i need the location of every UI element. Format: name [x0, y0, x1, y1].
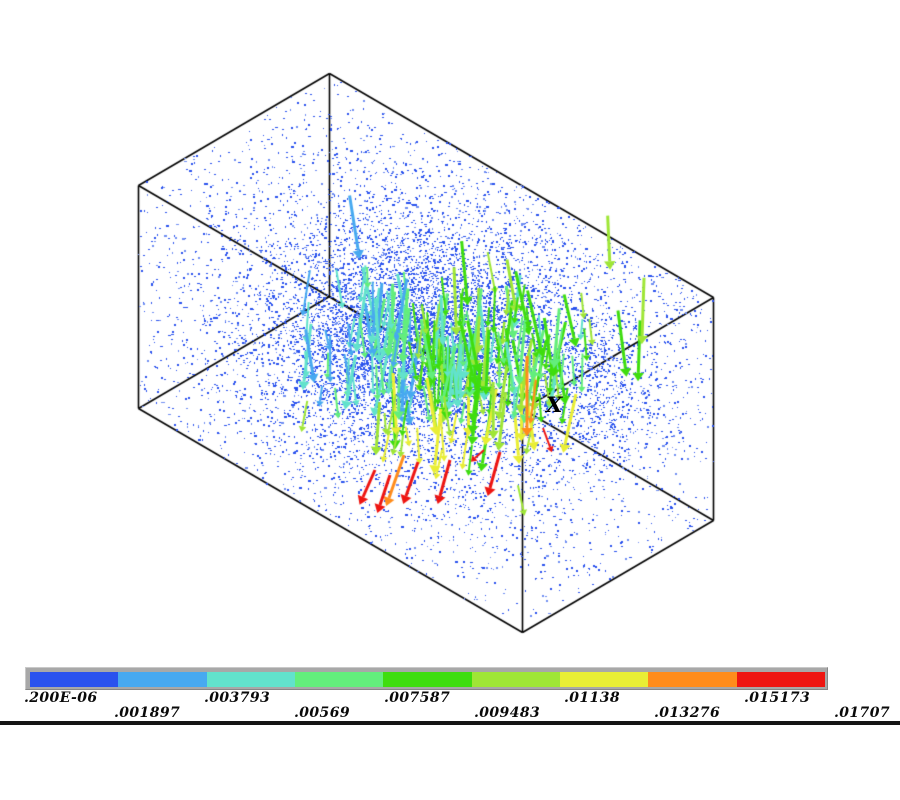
colorbar — [25, 667, 828, 690]
colorbar-segment — [383, 672, 472, 687]
colorbar-segment — [30, 672, 119, 687]
separator-rule — [0, 721, 900, 725]
colorbar-segment — [736, 672, 825, 687]
x-axis-label: X — [546, 392, 563, 417]
colorbar-segments — [30, 672, 825, 687]
colorbar-segment — [118, 672, 207, 687]
colorbar-segment — [559, 672, 649, 687]
colorbar-segment — [648, 672, 737, 687]
colorbar-segment — [206, 672, 295, 687]
colorbar-segment — [471, 672, 560, 687]
colorbar-segment — [294, 672, 384, 687]
